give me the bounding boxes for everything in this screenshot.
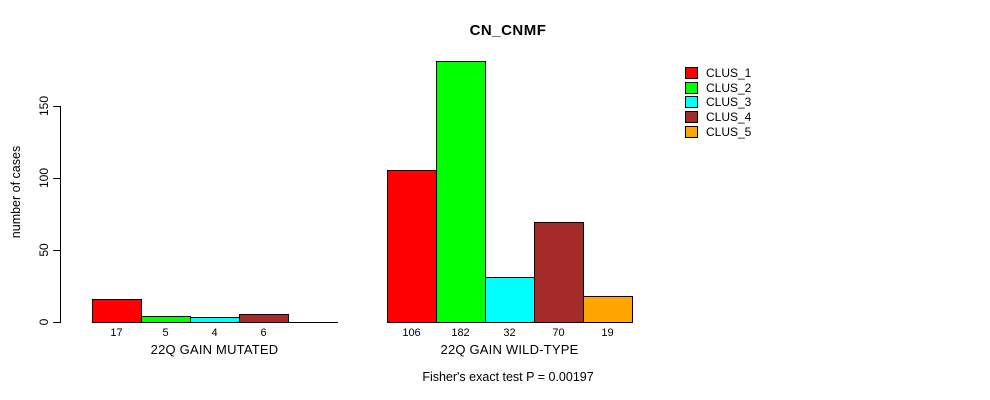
legend: CLUS_1 CLUS_2 CLUS_3 CLUS_4 CLUS_5: [685, 66, 751, 139]
y-tick-label-150: 150: [37, 95, 51, 117]
legend-swatch-CLUS_5: [685, 125, 698, 138]
legend-item-CLUS_3: CLUS_3: [685, 95, 751, 110]
y-tick-150: [53, 106, 60, 107]
bar-value-label: 19: [601, 327, 614, 339]
bar-value-label: 106: [402, 327, 421, 339]
legend-label-CLUS_2: CLUS_2: [706, 80, 752, 95]
legend-item-CLUS_4: CLUS_4: [685, 110, 751, 125]
bar-CLUS_1-group2: [387, 170, 437, 323]
bar-CLUS_2-group2: [436, 61, 486, 323]
legend-swatch-CLUS_3: [685, 96, 698, 109]
legend-label-CLUS_5: CLUS_5: [706, 124, 752, 139]
bar-value-label: 32: [503, 327, 516, 339]
chart-title: CN_CNMF: [469, 22, 547, 39]
legend-item-CLUS_5: CLUS_5: [685, 124, 751, 139]
legend-label-CLUS_3: CLUS_3: [706, 95, 752, 110]
bar-value-label: 182: [451, 327, 470, 339]
y-tick-0: [53, 322, 60, 323]
bar-CLUS_3-group2: [485, 277, 535, 323]
y-tick-100: [53, 178, 60, 179]
legend-swatch-CLUS_2: [685, 81, 698, 94]
bar-CLUS_2-group1: [141, 316, 191, 323]
bar-CLUS_4-group1: [239, 314, 289, 323]
group-label-2: 22Q GAIN WILD-TYPE: [440, 342, 579, 357]
y-tick-50: [53, 250, 60, 251]
legend-item-CLUS_2: CLUS_2: [685, 81, 751, 96]
group-label-1: 22Q GAIN MUTATED: [150, 342, 279, 357]
legend-label-CLUS_1: CLUS_1: [706, 66, 752, 81]
bar-value-label: 5: [162, 327, 169, 339]
bar-value-label: 4: [211, 327, 218, 339]
y-tick-label-100: 100: [37, 167, 51, 189]
y-tick-label-0: 0: [37, 318, 51, 326]
bar-CLUS_5-group2: [583, 296, 633, 323]
bar-value-label: 70: [552, 327, 565, 339]
bar-CLUS_5-group1-zero-line: [288, 322, 338, 323]
y-axis-label: number of cases: [9, 145, 23, 239]
legend-label-CLUS_4: CLUS_4: [706, 110, 752, 125]
legend-swatch-CLUS_1: [685, 67, 698, 80]
legend-swatch-CLUS_4: [685, 111, 698, 124]
bar-CLUS_4-group2: [534, 222, 584, 323]
bar-CLUS_3-group1: [190, 317, 240, 323]
y-axis-line: [60, 106, 61, 323]
bar-value-label: 6: [260, 327, 267, 339]
legend-item-CLUS_1: CLUS_1: [685, 66, 751, 81]
annotation-fisher-test: Fisher's exact test P = 0.00197: [422, 370, 594, 384]
bar-CLUS_1-group1: [92, 299, 142, 323]
bar-value-label: 17: [110, 327, 123, 339]
y-tick-label-50: 50: [37, 243, 51, 257]
